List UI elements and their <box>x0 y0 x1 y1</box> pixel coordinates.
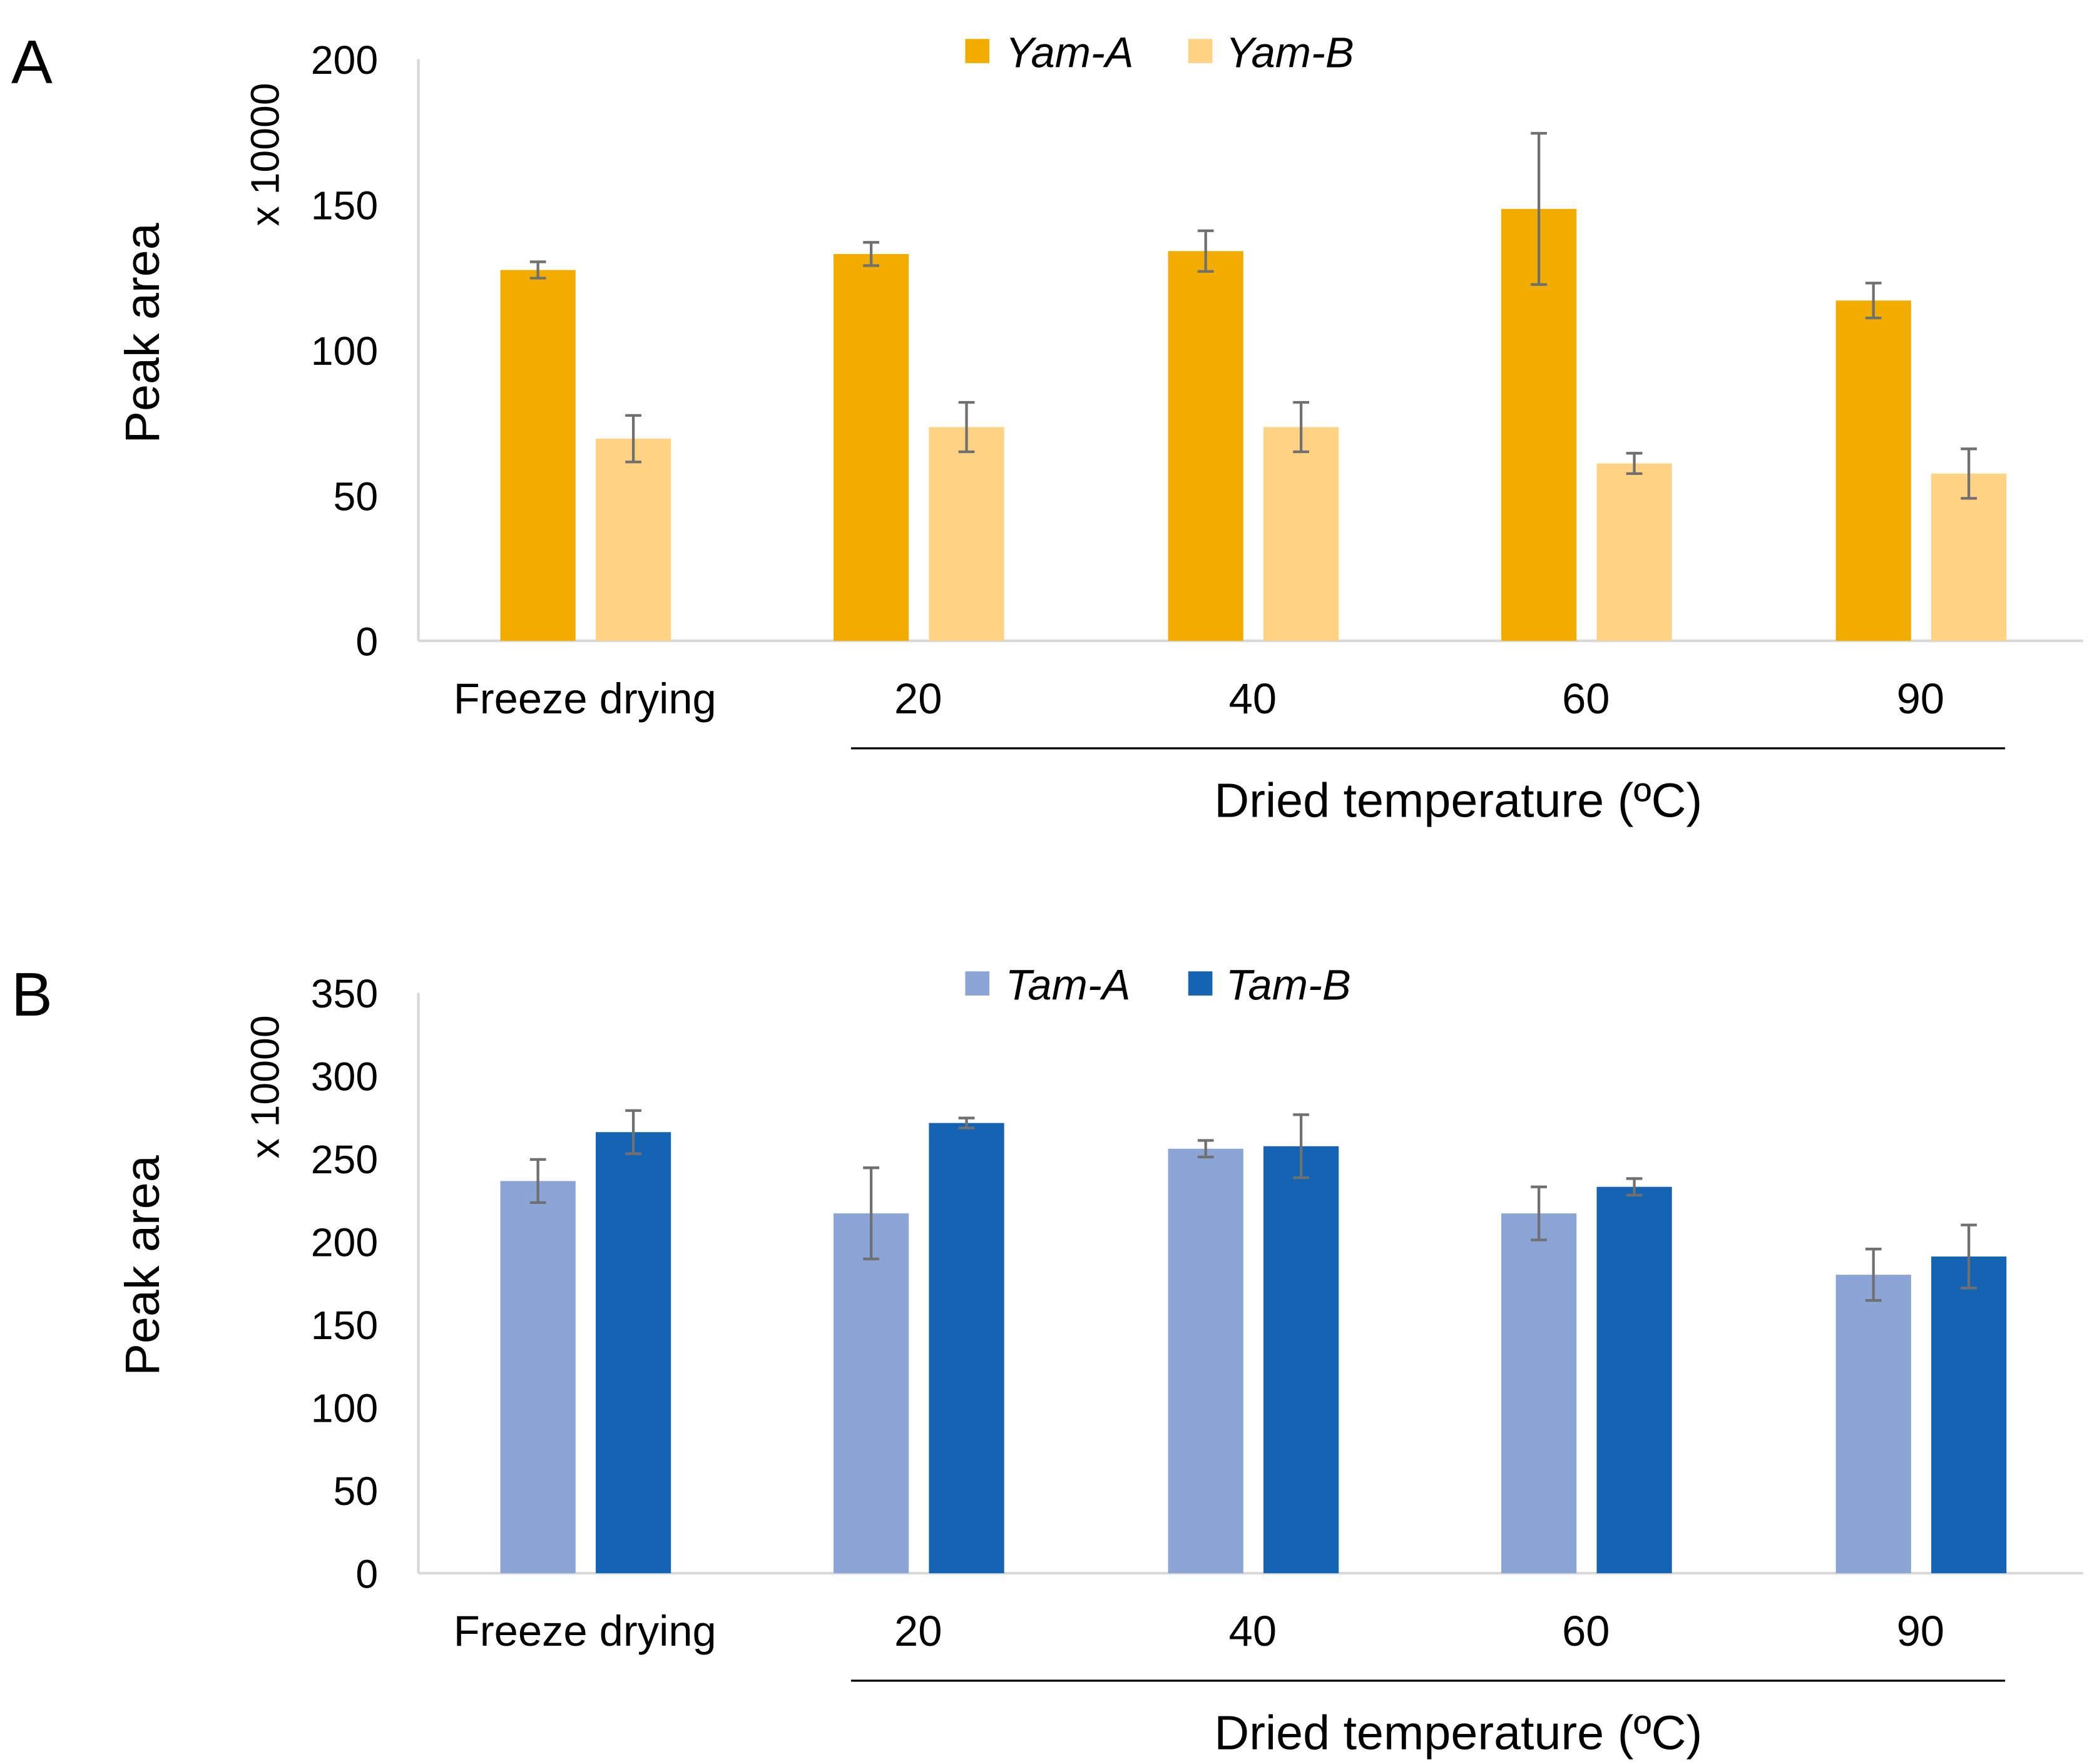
legend-label: Yam-A <box>1006 28 1134 76</box>
y-tick-label: 350 <box>311 971 378 1016</box>
legend-swatch <box>1188 971 1213 996</box>
bar <box>595 1132 671 1574</box>
x-tick-label: 60 <box>1562 675 1610 723</box>
bar <box>1501 1213 1577 1574</box>
x-tick-label: 60 <box>1562 1607 1610 1655</box>
legend-swatch <box>965 971 990 996</box>
y-tick-label: 100 <box>311 1386 378 1431</box>
x-axis-title: Dried temperature (ºC) <box>1214 773 1702 827</box>
y-axis-title: Peak area <box>116 223 170 443</box>
y-tick-label: 300 <box>311 1054 378 1099</box>
x-tick-label: Freeze drying <box>454 675 717 723</box>
y-tick-label: 250 <box>311 1137 378 1182</box>
x-tick-label: Freeze drying <box>454 1607 717 1655</box>
x-axis-title: Dried temperature (ºC) <box>1214 1706 1702 1760</box>
y-tick-label: 100 <box>311 329 378 374</box>
bar <box>1835 1275 1911 1574</box>
legend-label: Tam-B <box>1226 961 1351 1009</box>
bar <box>1835 300 1911 641</box>
bar <box>500 270 576 641</box>
bar <box>1263 427 1339 641</box>
y-axis-unit: x 10000 <box>242 83 287 226</box>
y-tick-label: 0 <box>355 619 378 665</box>
panel-label: B <box>11 960 53 1029</box>
bar <box>929 427 1004 641</box>
y-axis-unit: x 10000 <box>242 1015 287 1158</box>
y-tick-label: 50 <box>334 474 379 519</box>
legend-label: Yam-B <box>1226 28 1354 76</box>
bar <box>595 439 671 641</box>
bar <box>500 1181 576 1574</box>
y-tick-label: 150 <box>311 1303 378 1348</box>
legend-label: Tam-A <box>1006 961 1131 1009</box>
y-tick-label: 200 <box>311 1220 378 1265</box>
y-tick-label: 150 <box>311 183 378 228</box>
x-tick-label: 40 <box>1229 675 1277 723</box>
x-tick-label: 20 <box>894 1607 942 1655</box>
bar <box>1931 473 2007 641</box>
x-tick-label: 90 <box>1897 675 1944 723</box>
bar <box>1168 251 1243 641</box>
panel-label: A <box>11 28 53 96</box>
legend-swatch <box>965 39 990 63</box>
bar <box>1931 1256 2007 1574</box>
x-tick-label: 90 <box>1897 1607 1944 1655</box>
x-tick-label: 40 <box>1229 1607 1277 1655</box>
bar <box>1596 463 1672 641</box>
bar <box>929 1123 1004 1574</box>
y-tick-label: 0 <box>355 1552 378 1597</box>
y-axis-title: Peak area <box>116 1155 170 1375</box>
bar <box>833 1213 909 1574</box>
y-tick-label: 200 <box>311 38 378 83</box>
bar <box>1596 1186 1672 1574</box>
bar <box>1263 1146 1339 1574</box>
bar <box>1168 1148 1243 1574</box>
y-tick-label: 50 <box>334 1469 379 1514</box>
x-tick-label: 20 <box>894 675 942 723</box>
bar <box>833 253 909 641</box>
legend-swatch <box>1188 39 1213 63</box>
